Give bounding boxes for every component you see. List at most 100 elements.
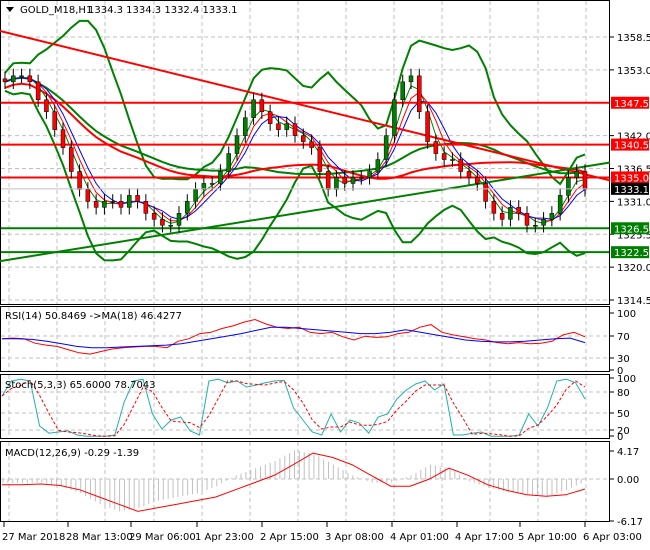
- macd-tick-label: 4.17: [617, 447, 639, 458]
- candle-body: [135, 195, 140, 202]
- stoch-label: Stoch(5,3,3) 65.6000 78.7043: [5, 380, 156, 391]
- candle-body: [400, 81, 405, 101]
- candle-body: [27, 75, 33, 83]
- price-tag-s1: [611, 222, 649, 235]
- candle-body: [441, 153, 447, 160]
- candle-body: [69, 147, 74, 172]
- rsi-tick-label: 100: [617, 309, 636, 320]
- candle-body: [60, 129, 66, 148]
- candle-body: [176, 213, 182, 226]
- candle-body: [301, 135, 306, 142]
- macd-tick-label: -6.17: [617, 517, 643, 528]
- bollinger-upper: [4, 19, 586, 186]
- macd-tick-label: 0.00: [617, 475, 639, 486]
- macd-label: MACD(12,26,9) -0.29 -1.39: [5, 448, 139, 459]
- candle-body: [110, 201, 115, 203]
- stoch-tick-label: 50: [617, 409, 630, 420]
- candle-body: [334, 177, 339, 190]
- candle-body: [516, 207, 521, 214]
- time-label: 3 Apr 08:00: [325, 532, 384, 543]
- candle-body: [342, 177, 347, 184]
- candle-body: [549, 213, 555, 220]
- ma-mid: [4, 77, 586, 222]
- candle-body: [168, 225, 173, 227]
- time-label: 29 Mar 06:00: [129, 532, 196, 543]
- candle-body: [160, 219, 165, 226]
- candle-body: [143, 201, 149, 214]
- price-tag-r2: [611, 138, 649, 151]
- candle-body: [309, 141, 314, 148]
- stoch-tick-label: 80: [617, 388, 630, 399]
- candle-body: [392, 99, 397, 136]
- candle-body: [450, 159, 455, 161]
- candle-body: [243, 117, 248, 136]
- macd-panel-frame: [0, 441, 610, 522]
- price-tick-label: 1331.0: [617, 197, 650, 208]
- price-tick-label: 1314.5: [617, 296, 650, 307]
- stoch-panel-frame: [0, 374, 610, 439]
- price-tick-label: 1325.5: [617, 230, 650, 241]
- stoch-tick-label: 100: [617, 374, 636, 385]
- price-panel[interactable]: [0, 19, 611, 263]
- candle-body: [151, 213, 157, 220]
- price-tag-r3: [611, 171, 649, 184]
- candle-body: [259, 99, 265, 112]
- rsi-panel-frame: [0, 306, 610, 372]
- candle-body: [93, 201, 99, 208]
- candle-body: [11, 75, 16, 83]
- candle-body: [193, 189, 198, 202]
- candle-body: [234, 135, 240, 154]
- candle-body: [118, 201, 124, 208]
- rsi-label: RSI(14) 50.8469 ->MA(18) 46.4277: [5, 311, 182, 322]
- time-label: 2 Apr 15:00: [260, 532, 319, 543]
- candle-body: [35, 81, 41, 101]
- dropdown-triangle-icon[interactable]: [6, 7, 14, 12]
- candle-body: [284, 123, 289, 130]
- stoch-d-line: [1, 379, 586, 437]
- price-tag-s2: [611, 246, 649, 259]
- price-axis[interactable]: 1358.5 1353.0 1342.0 1336.5 1331.0 1325.5 1320…: [610, 33, 650, 307]
- rsi-tick-label: 30: [617, 354, 630, 365]
- candle-body: [582, 171, 588, 190]
- price-tick-label: 1336.5: [617, 165, 650, 176]
- ma-fast: [4, 77, 586, 220]
- main-panel-frame: [0, 0, 610, 305]
- candle-body: [383, 135, 389, 160]
- price-tag-label: 1340.5: [614, 141, 649, 152]
- trendline-green: [0, 161, 611, 263]
- price-tag-cur: [611, 182, 649, 195]
- chart-header: GOLD_M18,H1 1334.3 1334.3 1332.4 1333.1: [6, 5, 238, 16]
- candle-body: [2, 78, 8, 83]
- bollinger-lower: [4, 89, 586, 262]
- candle-body: [218, 171, 223, 184]
- candle-body: [276, 123, 281, 130]
- price-tick-label: 1353.0: [617, 66, 650, 77]
- time-label: 4 Apr 01:00: [390, 532, 449, 543]
- candle-body: [85, 189, 91, 202]
- rsi-tick-label: 70: [617, 332, 630, 343]
- price-tag-label: 1335.0: [614, 173, 649, 184]
- rsi-ma-line: [2, 326, 586, 349]
- macd-panel[interactable]: 4.17 0.00 -6.17: [2, 447, 643, 528]
- time-label: 5 Apr 10:00: [518, 532, 577, 543]
- stoch-tick-label: 0: [617, 432, 623, 443]
- candle-body: [425, 111, 430, 142]
- price-tag-label: 1326.5: [614, 224, 649, 235]
- candle-body: [367, 171, 372, 178]
- candle-body: [44, 99, 49, 112]
- candle-body: [566, 177, 571, 196]
- price-tick-label: 1358.5: [617, 33, 650, 44]
- price-tag-label: 1322.5: [614, 248, 649, 259]
- grid-lines: [1, 1, 609, 521]
- rsi-line: [1, 318, 586, 355]
- price-tick-label: 1320.0: [617, 263, 650, 274]
- candle-body: [127, 195, 132, 208]
- stochastic-panel[interactable]: 100 80 50 200: [1, 374, 636, 443]
- candle-body: [251, 99, 256, 118]
- rsi-panel[interactable]: 100 70 300: [1, 309, 636, 377]
- candle-body: [325, 171, 331, 190]
- candle-body: [77, 171, 82, 190]
- candle-body: [102, 201, 107, 208]
